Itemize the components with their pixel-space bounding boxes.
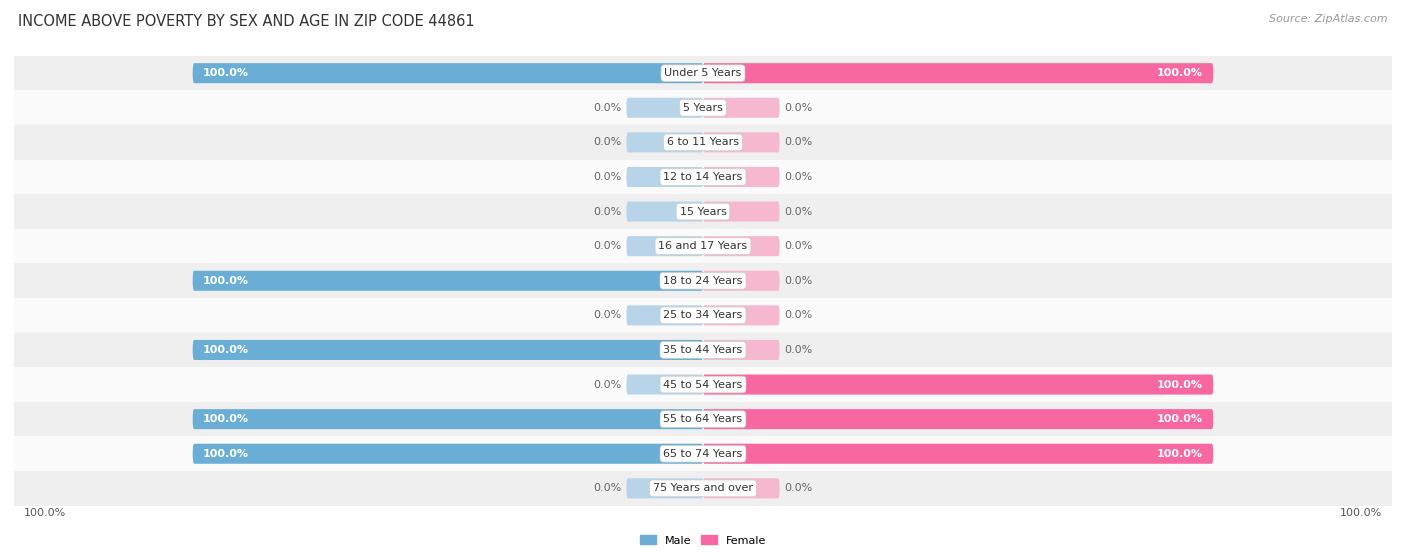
Text: 100.0%: 100.0%	[202, 414, 249, 424]
Text: 15 Years: 15 Years	[679, 207, 727, 216]
Text: 18 to 24 Years: 18 to 24 Years	[664, 276, 742, 286]
Text: 0.0%: 0.0%	[593, 207, 621, 216]
FancyBboxPatch shape	[627, 202, 703, 221]
Text: 100.0%: 100.0%	[1157, 449, 1204, 459]
FancyBboxPatch shape	[193, 271, 703, 291]
FancyBboxPatch shape	[703, 375, 1213, 395]
FancyBboxPatch shape	[703, 479, 779, 499]
Text: 0.0%: 0.0%	[593, 103, 621, 113]
Bar	[14, 437, 1392, 471]
Text: 0.0%: 0.0%	[593, 310, 621, 320]
Text: 0.0%: 0.0%	[785, 484, 813, 494]
FancyBboxPatch shape	[703, 271, 779, 291]
Text: 100.0%: 100.0%	[202, 345, 249, 355]
Text: 75 Years and over: 75 Years and over	[652, 484, 754, 494]
FancyBboxPatch shape	[193, 340, 703, 360]
Text: INCOME ABOVE POVERTY BY SEX AND AGE IN ZIP CODE 44861: INCOME ABOVE POVERTY BY SEX AND AGE IN Z…	[18, 14, 475, 29]
Bar	[14, 298, 1392, 333]
Text: 12 to 14 Years: 12 to 14 Years	[664, 172, 742, 182]
FancyBboxPatch shape	[193, 444, 703, 464]
FancyBboxPatch shape	[703, 63, 1213, 83]
Text: 0.0%: 0.0%	[785, 207, 813, 216]
FancyBboxPatch shape	[193, 409, 703, 429]
FancyBboxPatch shape	[703, 132, 779, 153]
FancyBboxPatch shape	[193, 63, 703, 83]
Bar	[14, 333, 1392, 367]
Text: Source: ZipAtlas.com: Source: ZipAtlas.com	[1270, 14, 1388, 24]
Text: 5 Years: 5 Years	[683, 103, 723, 113]
Text: Under 5 Years: Under 5 Years	[665, 68, 741, 78]
Text: 100.0%: 100.0%	[202, 68, 249, 78]
Bar	[14, 195, 1392, 229]
Bar	[14, 91, 1392, 125]
Text: 100.0%: 100.0%	[1340, 508, 1382, 518]
FancyBboxPatch shape	[703, 340, 779, 360]
Text: 0.0%: 0.0%	[785, 345, 813, 355]
Bar	[14, 56, 1392, 91]
Bar	[14, 263, 1392, 298]
Text: 0.0%: 0.0%	[785, 276, 813, 286]
Bar	[14, 229, 1392, 263]
Text: 65 to 74 Years: 65 to 74 Years	[664, 449, 742, 459]
Text: 0.0%: 0.0%	[785, 172, 813, 182]
Text: 16 and 17 Years: 16 and 17 Years	[658, 241, 748, 251]
FancyBboxPatch shape	[627, 132, 703, 153]
Legend: Male, Female: Male, Female	[636, 530, 770, 550]
Text: 0.0%: 0.0%	[785, 310, 813, 320]
Text: 100.0%: 100.0%	[1157, 68, 1204, 78]
Bar	[14, 160, 1392, 195]
FancyBboxPatch shape	[627, 479, 703, 499]
Text: 55 to 64 Years: 55 to 64 Years	[664, 414, 742, 424]
Text: 0.0%: 0.0%	[785, 138, 813, 148]
FancyBboxPatch shape	[703, 236, 779, 256]
FancyBboxPatch shape	[703, 98, 779, 118]
Bar	[14, 125, 1392, 160]
FancyBboxPatch shape	[627, 305, 703, 325]
Text: 100.0%: 100.0%	[202, 449, 249, 459]
FancyBboxPatch shape	[627, 236, 703, 256]
Text: 0.0%: 0.0%	[593, 138, 621, 148]
FancyBboxPatch shape	[627, 167, 703, 187]
FancyBboxPatch shape	[627, 375, 703, 395]
Text: 100.0%: 100.0%	[202, 276, 249, 286]
Text: 0.0%: 0.0%	[785, 241, 813, 251]
FancyBboxPatch shape	[703, 444, 1213, 464]
Text: 6 to 11 Years: 6 to 11 Years	[666, 138, 740, 148]
Bar	[14, 402, 1392, 437]
Text: 0.0%: 0.0%	[785, 103, 813, 113]
Text: 0.0%: 0.0%	[593, 484, 621, 494]
FancyBboxPatch shape	[703, 202, 779, 221]
Text: 0.0%: 0.0%	[593, 241, 621, 251]
FancyBboxPatch shape	[627, 98, 703, 118]
FancyBboxPatch shape	[703, 409, 1213, 429]
Text: 100.0%: 100.0%	[1157, 414, 1204, 424]
Text: 0.0%: 0.0%	[593, 380, 621, 390]
FancyBboxPatch shape	[703, 305, 779, 325]
Text: 35 to 44 Years: 35 to 44 Years	[664, 345, 742, 355]
Text: 25 to 34 Years: 25 to 34 Years	[664, 310, 742, 320]
Text: 45 to 54 Years: 45 to 54 Years	[664, 380, 742, 390]
Text: 100.0%: 100.0%	[1157, 380, 1204, 390]
FancyBboxPatch shape	[703, 167, 779, 187]
Bar	[14, 471, 1392, 506]
Text: 100.0%: 100.0%	[24, 508, 66, 518]
Text: 0.0%: 0.0%	[593, 172, 621, 182]
Bar	[14, 367, 1392, 402]
